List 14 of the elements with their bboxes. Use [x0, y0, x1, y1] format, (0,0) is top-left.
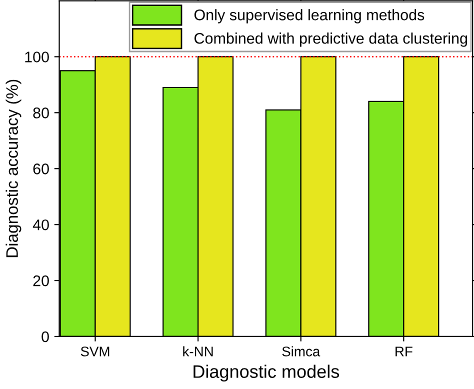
x-axis-title: Diagnostic models — [194, 364, 340, 382]
x-tick-label: RF — [396, 346, 412, 356]
x-tick-label: Simca — [282, 346, 320, 356]
y-tick-label: 40 — [32, 219, 49, 230]
y-tick-label: 100 — [25, 52, 49, 62]
x-tick-label: SVM — [80, 346, 110, 356]
y-axis-title: Diagnostic accuracy (%) — [6, 80, 22, 258]
legend-label: Only supervised learning methods — [194, 9, 424, 24]
y-tick-label: 60 — [33, 164, 49, 174]
y-tick-label: 0 — [42, 331, 49, 342]
y-tick-label: 80 — [33, 108, 49, 118]
legend-label: Combined with predictive data clustering — [194, 32, 468, 47]
y-tick-label: 20 — [33, 275, 49, 286]
x-tick-label: k-NN — [183, 346, 213, 356]
